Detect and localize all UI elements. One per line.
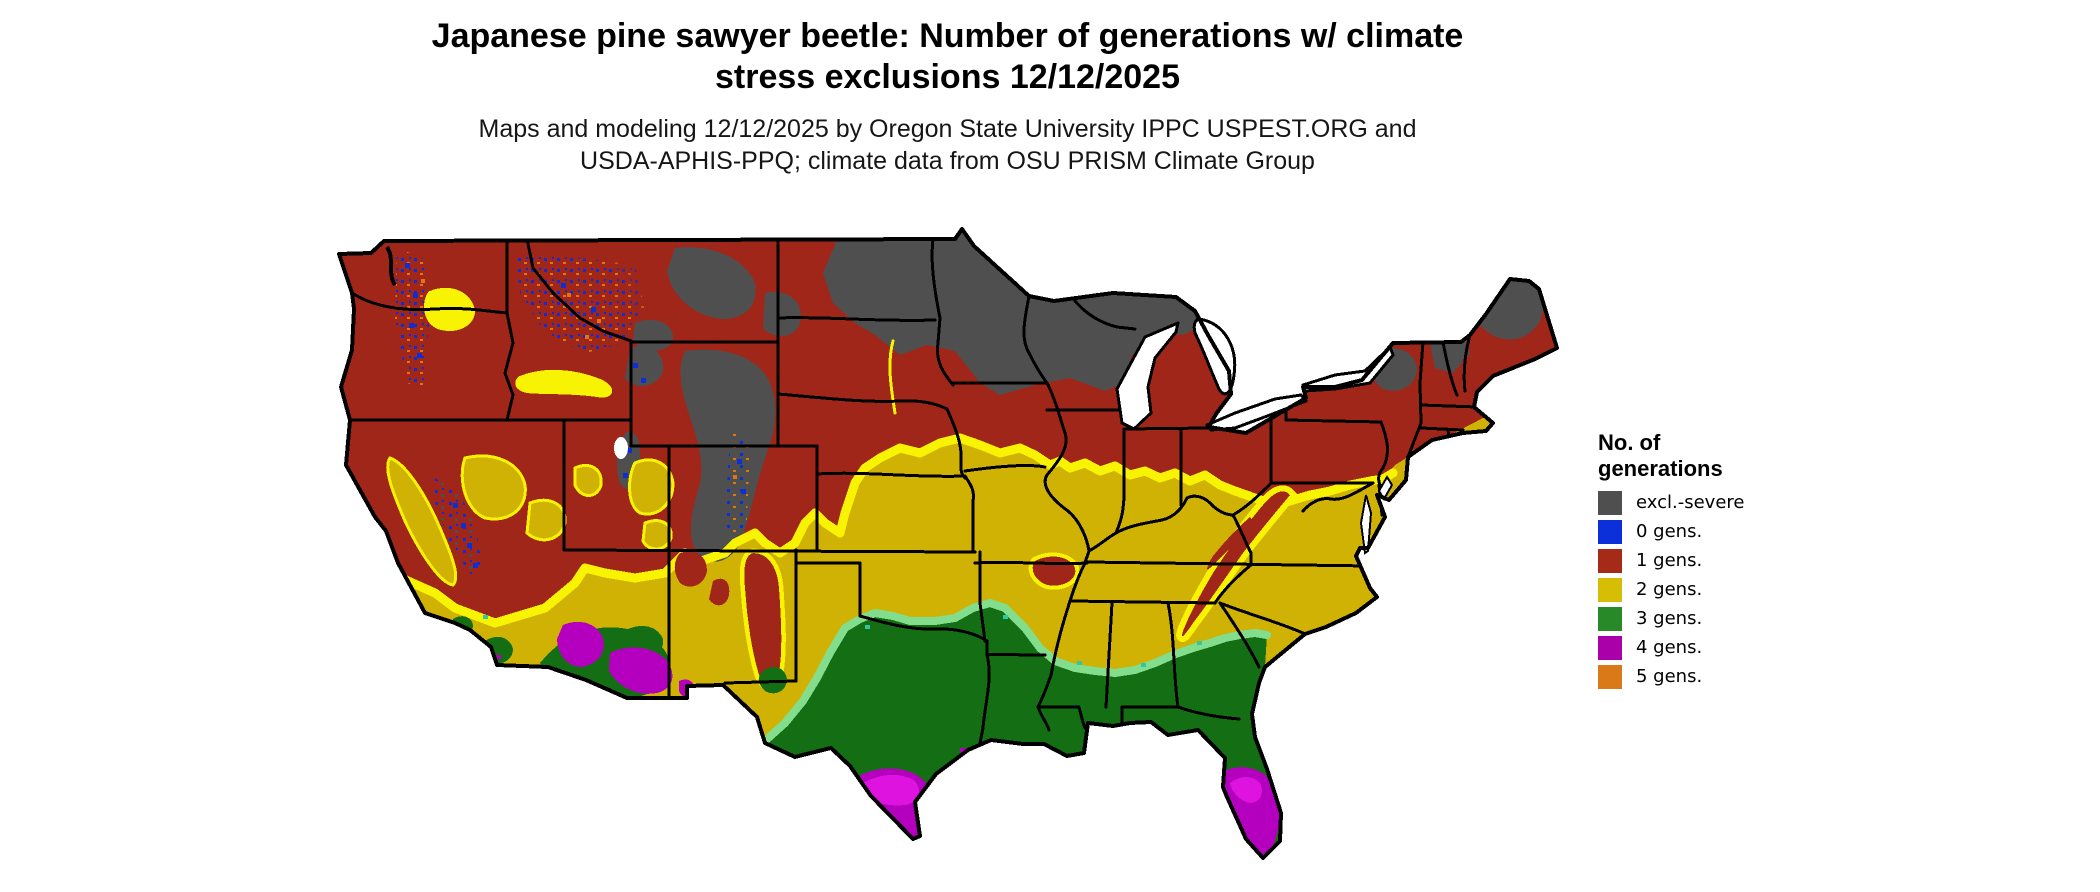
legend-swatch-3-gens	[1598, 606, 1622, 631]
lake-ontario	[1301, 345, 1395, 393]
us-outline	[337, 227, 1559, 860]
map-title-line1: Japanese pine sawyer beetle: Number of g…	[431, 17, 1464, 55]
legend-row-0-gens: 0 gens.	[1598, 519, 1878, 544]
legend-swatch-2-gens	[1598, 577, 1622, 602]
legend-row-2-gens: 2 gens.	[1598, 577, 1878, 602]
mint-transition-band	[761, 599, 1271, 745]
legend-swatch-0-gens	[1598, 519, 1622, 544]
legend-title-line2: generations	[1598, 455, 1723, 481]
legend-swatch-1-gens	[1598, 548, 1622, 573]
great-salt-lake	[614, 437, 628, 459]
map-subtitle: Maps and modeling 12/12/2025 by Oregon S…	[335, 113, 1560, 178]
legend-swatch-excl-severe	[1598, 490, 1622, 515]
region-1gen-appalachian-spur	[1176, 485, 1298, 643]
legend-row-1-gens: 1 gens.	[1598, 548, 1878, 573]
legend: No. of generations excl.-severe 0 gens. …	[1598, 430, 1878, 694]
region-2gens-west-patches	[386, 454, 675, 664]
region-5gens-keys	[1233, 872, 1263, 879]
map-subtitle-line1: Maps and modeling 12/12/2025 by Oregon S…	[478, 114, 1417, 143]
legend-row-4-gens: 4 gens.	[1598, 635, 1878, 660]
puget-sound	[385, 245, 397, 287]
header: Japanese pine sawyer beetle: Number of g…	[335, 16, 1560, 178]
legend-rows: excl.-severe 0 gens. 1 gens. 2 gens. 3 g…	[1598, 490, 1878, 689]
us-map-svg	[337, 227, 1559, 879]
us-generations-map	[335, 223, 1560, 883]
legend-label-excl-severe: excl.-severe	[1636, 492, 1745, 514]
legend-label-3-gens: 3 gens.	[1636, 608, 1703, 630]
legend-row-excl-severe: excl.-severe	[1598, 490, 1878, 515]
great-lakes	[1115, 317, 1395, 432]
orange-transition-specks	[421, 279, 737, 479]
teal-specks	[483, 615, 1202, 667]
legend-label-0-gens: 0 gens.	[1636, 521, 1703, 543]
lake-huron	[1192, 317, 1237, 396]
legend-label-2-gens: 2 gens.	[1636, 579, 1703, 601]
legend-row-5-gens: 5 gens.	[1598, 664, 1878, 689]
lake-michigan	[1115, 321, 1180, 431]
legend-title-line1: No. of	[1598, 430, 1661, 455]
legend-label-1-gens: 1 gens.	[1636, 550, 1703, 572]
legend-label-5-gens: 5 gens.	[1636, 666, 1703, 688]
legend-label-4-gens: 4 gens.	[1636, 637, 1703, 659]
legend-row-3-gens: 3 gens.	[1598, 606, 1878, 631]
raster-layers	[339, 229, 1557, 879]
region-1gen-ozarks	[1028, 552, 1080, 590]
map-title-line2: stress exclusions 12/12/2025	[715, 58, 1180, 97]
map-subtitle-line2: USDA-APHIS-PPQ; climate data from OSU PR…	[580, 147, 1315, 176]
legend-swatch-5-gens	[1598, 664, 1622, 689]
region-0gens-specks	[405, 263, 746, 568]
legend-swatch-4-gens	[1598, 635, 1622, 660]
chesapeake-bay	[1359, 494, 1373, 555]
